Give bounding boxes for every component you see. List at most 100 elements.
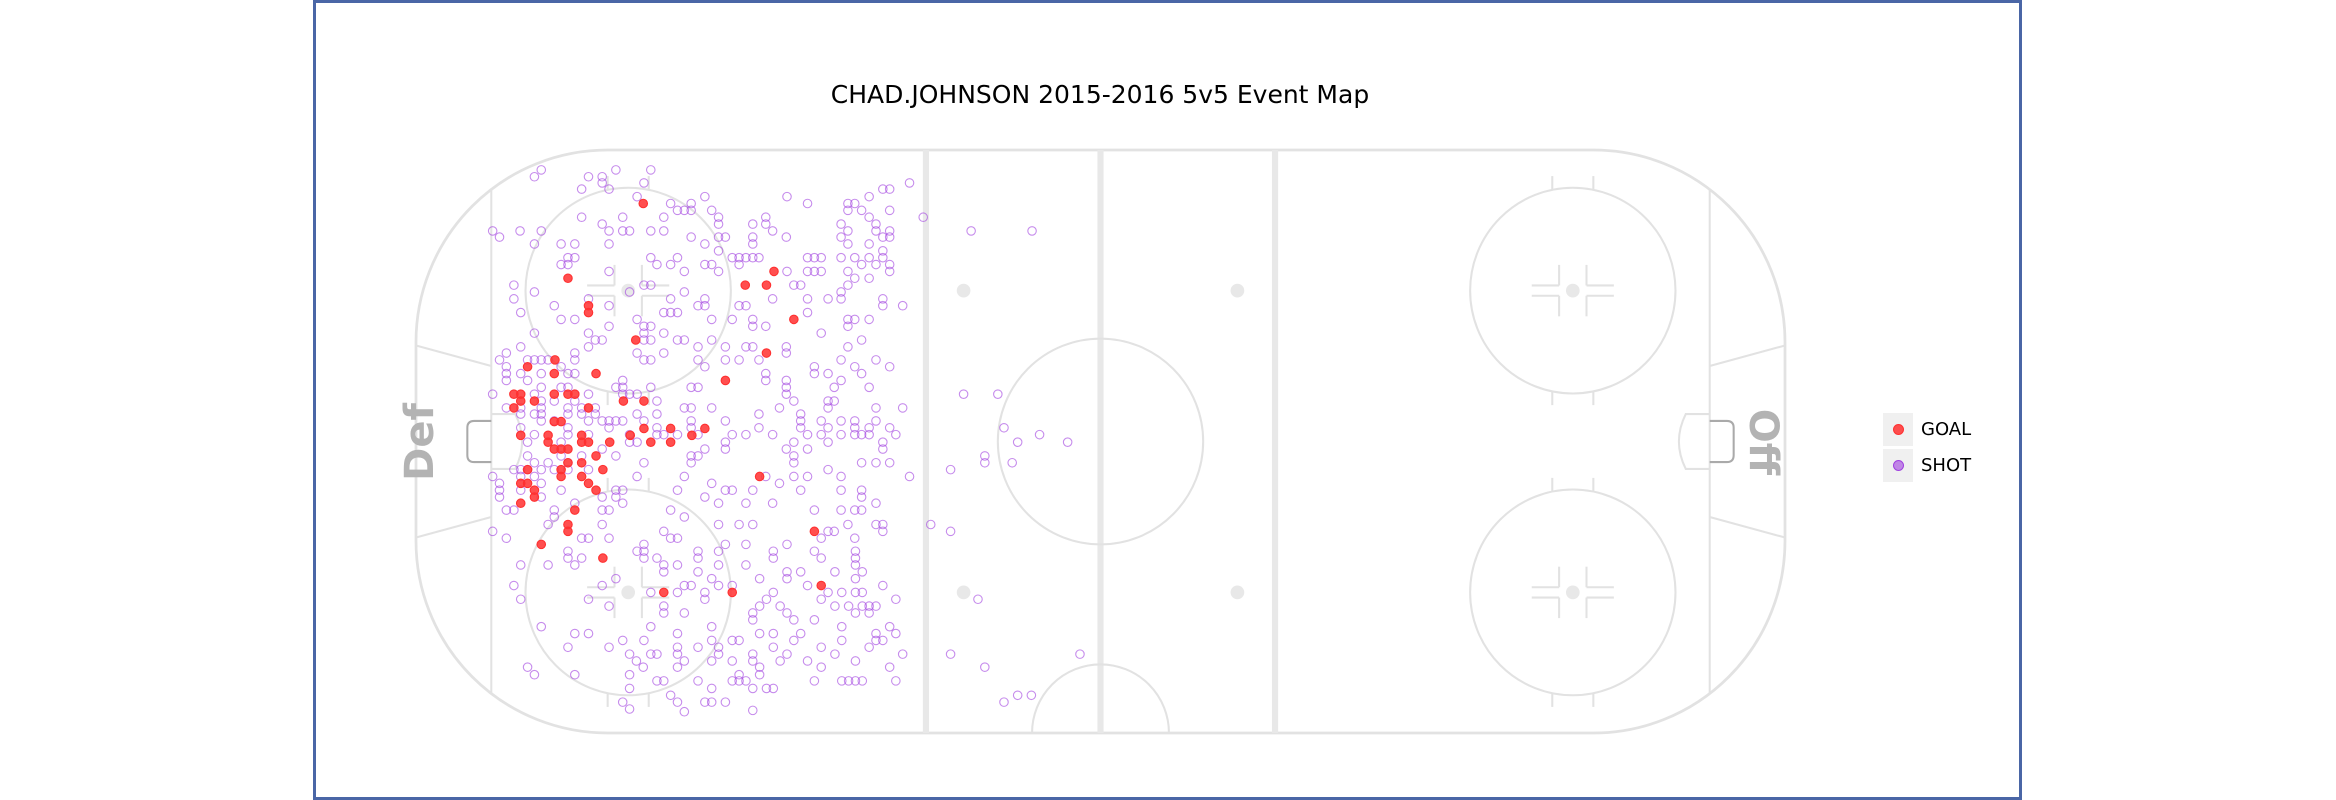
- shot-point: [706, 621, 717, 632]
- shot-point: [549, 505, 560, 515]
- shot-point: [639, 355, 649, 365]
- shot-point: [632, 409, 642, 419]
- shot-point: [679, 471, 690, 482]
- shot-point: [658, 212, 669, 223]
- shot-point: [645, 587, 656, 598]
- shot-point: [754, 422, 764, 433]
- shot-point: [789, 635, 799, 646]
- rink: [414, 148, 1787, 735]
- shot-point: [604, 226, 614, 236]
- shot-point: [652, 676, 662, 686]
- shot-point: [849, 533, 860, 544]
- shot-point: [836, 416, 846, 426]
- shot-point: [570, 355, 580, 365]
- shot-point: [1075, 649, 1085, 659]
- shot-point: [891, 594, 901, 605]
- goal-marker-icon: [1892, 424, 1904, 435]
- shot-point: [583, 464, 594, 475]
- shot-point: [795, 628, 806, 639]
- shot-point: [849, 314, 860, 325]
- shot-point: [999, 697, 1009, 707]
- shot-point: [706, 683, 717, 694]
- shot-point: [672, 307, 683, 318]
- shot-point: [515, 409, 526, 419]
- shot-point: [864, 601, 874, 611]
- shot-point: [754, 628, 765, 639]
- shot-point: [775, 656, 785, 666]
- shot-point: [632, 546, 642, 557]
- shot-point: [789, 396, 799, 406]
- shot-point: [878, 635, 888, 646]
- shot-point: [536, 368, 547, 379]
- shot-point: [679, 287, 690, 297]
- shot-point: [563, 252, 573, 263]
- shot-point: [884, 266, 895, 277]
- shot-point: [570, 560, 580, 570]
- shot-point: [639, 553, 649, 563]
- shot-point: [849, 198, 860, 209]
- shot-point: [617, 697, 628, 707]
- shot-point: [864, 212, 874, 223]
- shot-point: [706, 205, 717, 216]
- shot-point: [611, 573, 621, 584]
- goal-point: [515, 498, 526, 509]
- shot-point: [556, 239, 566, 249]
- shot-point: [597, 444, 607, 454]
- shot-point: [720, 539, 731, 550]
- shot-point: [843, 342, 853, 352]
- shot-point: [925, 519, 936, 530]
- shot-point: [617, 635, 628, 646]
- shot-point: [891, 628, 901, 639]
- faceoff-dot: [621, 283, 636, 298]
- shot-point: [529, 239, 540, 249]
- shot-point: [706, 635, 717, 646]
- shot-point: [693, 355, 703, 365]
- shot-point: [856, 485, 867, 495]
- shot-point: [693, 553, 703, 563]
- shot-point: [706, 403, 717, 413]
- shot-point: [871, 457, 881, 468]
- shot-point: [836, 429, 846, 440]
- shot-point: [904, 471, 915, 482]
- shot-point: [652, 429, 662, 440]
- goal-point: [563, 526, 573, 537]
- shot-point: [836, 375, 846, 386]
- shot-point: [632, 389, 642, 399]
- shot-point: [878, 519, 888, 530]
- shot-point: [624, 704, 635, 714]
- shot-point: [713, 642, 724, 653]
- shot-point: [693, 546, 703, 557]
- goal-point: [591, 368, 601, 379]
- offensive-zone-label: Off: [1740, 408, 1786, 476]
- goal-point: [549, 389, 560, 399]
- shot-point: [767, 294, 778, 304]
- shot-point: [693, 382, 703, 393]
- shot-point: [536, 226, 547, 236]
- shot-point: [652, 396, 662, 406]
- shot-point: [856, 457, 867, 468]
- goal-point: [761, 280, 772, 290]
- shot-point: [604, 239, 614, 249]
- shot-point: [734, 300, 744, 311]
- goal-point: [658, 587, 669, 598]
- goal-point: [549, 368, 560, 379]
- shot-point: [864, 642, 874, 653]
- shot-point: [816, 533, 827, 544]
- shot-point: [843, 321, 853, 332]
- shot-point: [645, 621, 656, 632]
- shot-point: [775, 601, 785, 611]
- shot-point: [864, 239, 874, 249]
- shot-point: [700, 239, 710, 249]
- shot-point: [767, 498, 778, 509]
- shot-point: [576, 212, 587, 223]
- shot-point: [850, 573, 861, 584]
- event-points: [487, 165, 1085, 717]
- shot-point: [501, 361, 512, 372]
- shot-point: [652, 259, 662, 270]
- shot-point: [658, 601, 669, 611]
- shot-point: [727, 429, 738, 440]
- shot-point: [617, 375, 628, 386]
- shot-point: [679, 266, 690, 277]
- goal-point: [604, 437, 615, 447]
- goal-point: [598, 553, 608, 563]
